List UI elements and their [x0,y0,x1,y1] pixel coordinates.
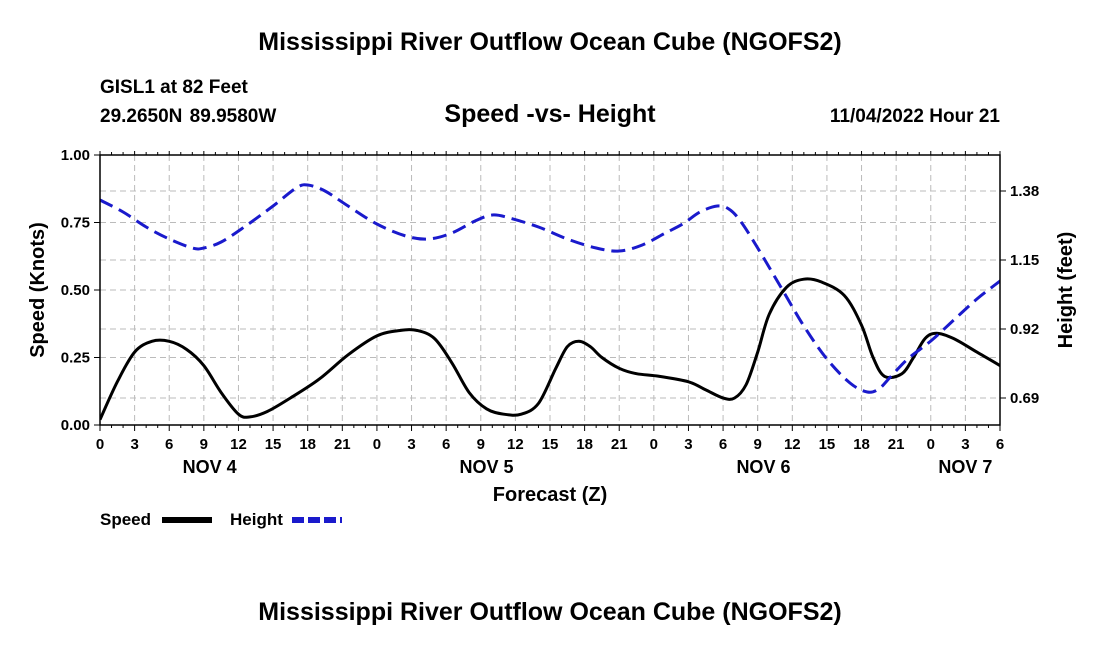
x-tick-label: 0 [96,436,104,453]
legend-speed-label: Speed [100,510,151,529]
x-tick-label: 18 [853,436,870,453]
x-tick-label: 0 [373,436,381,453]
x-tick-label: 9 [200,436,208,453]
day-label: NOV 5 [460,457,514,477]
x-tick-label: 0 [650,436,658,453]
x-tick-label: 6 [442,436,450,453]
bottom-title: Mississippi River Outflow Ocean Cube (NG… [258,598,842,626]
x-tick-label: 6 [165,436,173,453]
y2-tick-label: 1.15 [1010,252,1039,269]
y2-tick-label: 1.38 [1010,183,1039,200]
x-tick-label: 21 [888,436,905,453]
x-tick-label: 12 [784,436,801,453]
grid-lines [100,155,1000,425]
y-tick-label: 1.00 [61,147,90,164]
x-tick-label: 9 [754,436,762,453]
day-label: NOV 4 [183,457,237,477]
series-layer [100,183,1000,421]
forecast-datetime: 11/04/2022 Hour 21 [829,106,1000,127]
legend-height-label: Height [230,510,283,529]
x-tick-label: 3 [130,436,138,453]
main-title: Mississippi River Outflow Ocean Cube (NG… [258,28,842,56]
y-tick-label: 0.00 [61,417,90,434]
x-tick-label: 15 [542,436,559,453]
y-tick-label: 0.75 [61,215,90,232]
y2-tick-label: 0.92 [1010,321,1039,338]
y-axis-label: Speed (Knots) [27,222,49,358]
x-tick-label: 3 [407,436,415,453]
legend: Speed Height [100,510,342,529]
x-axis-label: Forecast (Z) [493,484,607,506]
x-tick-label: 12 [230,436,247,453]
station-coordinates: 29.2650N 89.9580W [100,106,277,127]
y-tick-label: 0.25 [61,350,90,367]
y2-axis-label: Height (feet) [1055,232,1077,349]
y2-tick-label: 0.69 [1010,390,1039,407]
y-tick-label: 0.50 [61,282,90,299]
height-series-line [100,183,1000,394]
x-tick-label: 0 [927,436,935,453]
station-label: GISL1 at 82 Feet [100,77,248,98]
x-tick-label: 12 [507,436,524,453]
x-tick-label: 18 [299,436,316,453]
day-label: NOV 7 [938,457,992,477]
x-tick-label: 3 [684,436,692,453]
axes: 0 3 6 9 12 15 18 21 0 3 6 9 12 15 18 21 0 3 6 9 12 15 18 21 0 3 6 0… [61,147,1039,477]
x-tick-label: 21 [334,436,351,453]
x-tick-label: 6 [719,436,727,453]
x-tick-label: 15 [819,436,836,453]
day-label: NOV 6 [736,457,790,477]
x-tick-label: 3 [961,436,969,453]
x-tick-label: 18 [576,436,593,453]
x-tick-label: 15 [265,436,282,453]
x-tick-label: 6 [996,436,1004,453]
speed-series-line [100,277,1000,421]
x-tick-label: 21 [611,436,628,453]
chart-subtitle: Speed -vs- Height [444,100,656,128]
x-tick-label: 9 [477,436,485,453]
